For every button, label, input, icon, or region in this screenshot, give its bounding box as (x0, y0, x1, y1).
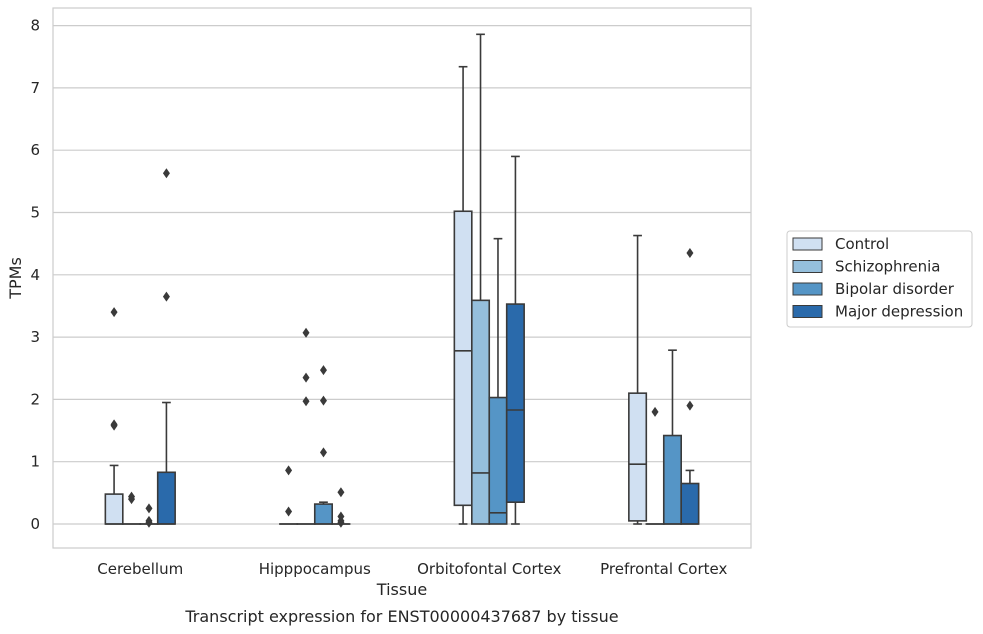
outlier-point (337, 487, 345, 498)
y-axis-title: TPMs (6, 257, 25, 300)
y-tick-label: 4 (30, 266, 40, 284)
outlier-point (128, 494, 136, 505)
y-tick-label: 1 (30, 453, 40, 471)
y-tick-label: 6 (30, 141, 40, 159)
box-plot (488, 237, 508, 525)
legend-swatch (792, 282, 823, 296)
x-tick-label: Cerebellum (97, 560, 183, 578)
box-plot (122, 491, 142, 525)
box-plot (331, 487, 351, 528)
box-plot (279, 465, 299, 525)
box-iqr (453, 210, 473, 507)
box-plot (628, 234, 648, 525)
x-tick-labels: Cerebellum Hipppocampus Orbitofontal Corte… (97, 560, 727, 578)
legend-swatch (792, 237, 823, 251)
outlier-point (110, 420, 118, 431)
box-iqr (156, 471, 176, 525)
y-tick-labels: 0 1 2 3 4 5 6 7 8 (30, 17, 40, 533)
box-plot (680, 247, 700, 525)
box-iqr (680, 482, 700, 525)
box-plot (156, 168, 176, 525)
legend-label: Bipolar disorder (835, 280, 955, 298)
outlier-point (319, 365, 327, 376)
box-iqr (488, 396, 508, 525)
outlier-point (302, 372, 310, 383)
y-tick-label: 8 (30, 17, 40, 35)
outlier-point (337, 517, 345, 528)
box-iqr (313, 503, 334, 525)
x-tick-label: Prefrontal Cortex (600, 560, 727, 578)
outlier-point (651, 406, 659, 417)
y-tick-label: 5 (30, 204, 40, 222)
outlier-point (319, 447, 327, 458)
box-iqr (104, 493, 124, 525)
legend: Control Schizophrenia Bipolar disorder Majo… (786, 230, 973, 328)
legend-label: Major depression (835, 303, 963, 321)
x-axis-title: Tissue (376, 580, 427, 599)
outlier-point (686, 247, 694, 258)
box-plots (104, 33, 700, 528)
box-iqr (662, 434, 683, 525)
outlier-point (285, 506, 293, 517)
legend-frame (786, 230, 973, 328)
box-iqr (628, 392, 648, 522)
y-tick-label: 0 (30, 515, 40, 533)
y-tick-label: 2 (30, 390, 40, 408)
box-plot (313, 365, 334, 525)
x-tick-label: Orbitofontal Cortex (417, 560, 561, 578)
box-plot (662, 349, 683, 525)
outlier-point (162, 168, 170, 179)
y-tick-label: 3 (30, 328, 40, 346)
outlier-point (110, 307, 118, 318)
outlier-point (686, 400, 694, 411)
outlier-point (302, 396, 310, 407)
outlier-point (302, 327, 310, 338)
outlier-point (285, 465, 293, 476)
chart-caption: Transcript expression for ENST0000043768… (184, 607, 618, 626)
outlier-point (319, 395, 327, 406)
outlier-point (145, 517, 153, 528)
legend-swatch (792, 260, 823, 273)
box-plot (505, 155, 525, 525)
legend-label: Control (835, 235, 889, 253)
legend-swatch (792, 305, 823, 318)
box-plot (104, 307, 124, 525)
box-plot (296, 327, 316, 525)
outlier-point (145, 503, 153, 514)
box-iqr (470, 299, 491, 525)
legend-label: Schizophrenia (835, 258, 940, 276)
outlier-point (162, 291, 170, 302)
y-tick-label: 7 (30, 79, 40, 97)
x-tick-label: Hipppocampus (259, 560, 371, 578)
box-iqr (505, 303, 525, 503)
